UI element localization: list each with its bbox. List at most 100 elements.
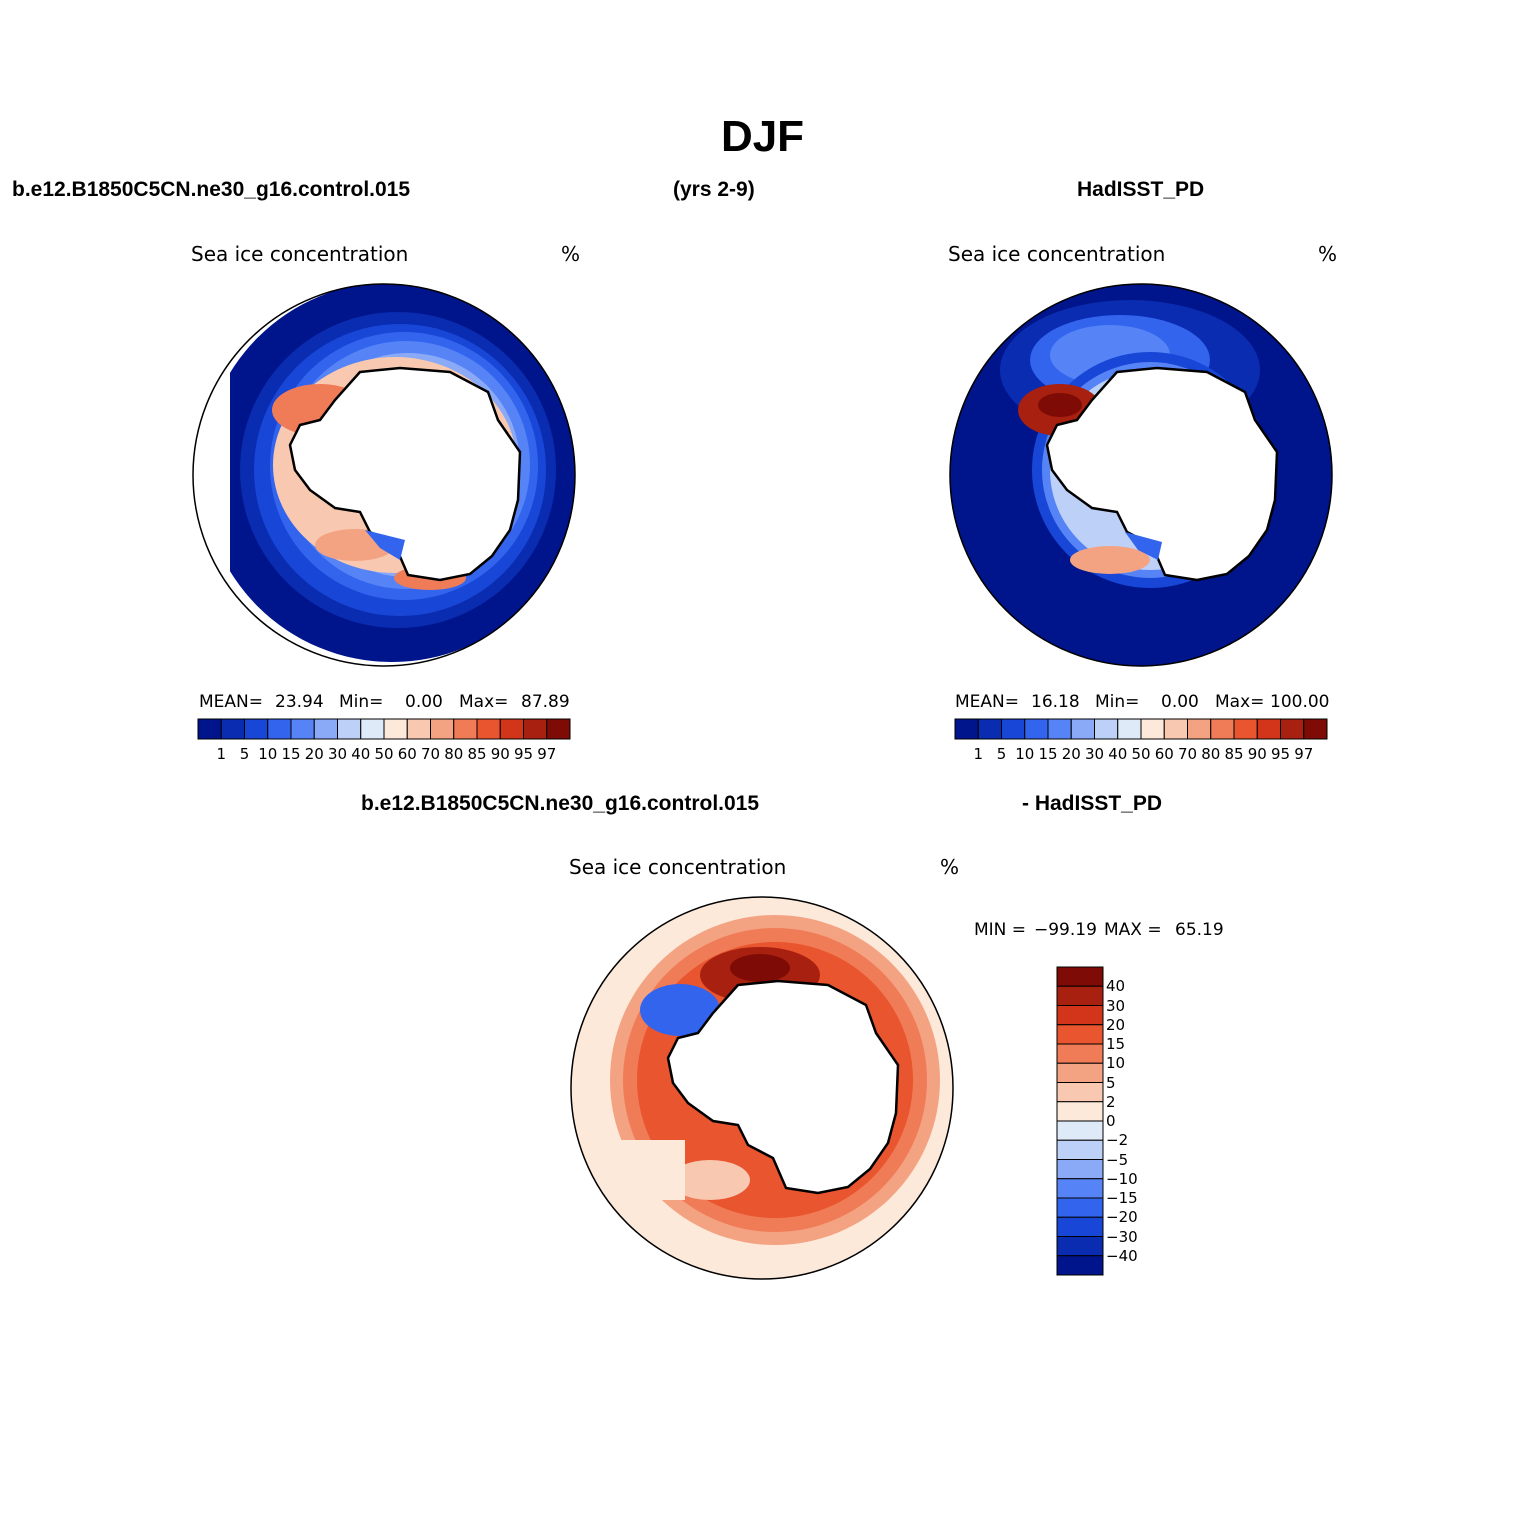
colorbar-swatch xyxy=(430,718,455,740)
colorbar-swatch xyxy=(1256,718,1281,740)
colorbar-swatch xyxy=(267,718,292,740)
colorbar-swatch xyxy=(977,718,1002,740)
colorbar-tick-label: 60 xyxy=(1154,745,1174,763)
colorbar-swatch xyxy=(1056,1082,1104,1103)
colorbar-tick-label: 90 xyxy=(490,745,510,763)
colorbar-swatch xyxy=(1056,966,1104,987)
model-map-boundary xyxy=(192,283,576,667)
colorbar-tick-label: 70 xyxy=(420,745,441,763)
observed-panel-title: Sea ice concentration xyxy=(948,242,1166,266)
colorbar-swatch xyxy=(1056,1159,1104,1180)
colorbar-swatch xyxy=(1303,718,1328,740)
observed-mean-label: MEAN= xyxy=(955,692,1019,712)
colorbar-swatch xyxy=(1056,985,1104,1006)
colorbar-tick-label: 80 xyxy=(444,745,464,763)
colorbar-swatch xyxy=(1140,718,1165,740)
colorbar-swatch xyxy=(1070,718,1095,740)
colorbar-swatch xyxy=(1056,1178,1104,1199)
colorbar-swatch xyxy=(337,718,362,740)
colorbar-swatch xyxy=(244,718,269,740)
colorbar-swatch xyxy=(197,718,222,740)
difference-case-header: b.e12.B1850C5CN.ne30_g16.control.015 xyxy=(361,792,760,815)
difference-max-value: 65.19 xyxy=(1175,920,1224,940)
colorbar-tick-label: 50 xyxy=(1131,745,1151,763)
colorbar-tick-label: 70 xyxy=(1177,745,1198,763)
colorbar-tick-label: 30 xyxy=(1106,996,1126,1015)
figure-title: DJF xyxy=(720,112,805,161)
observed-max-label: Max= xyxy=(1215,692,1265,712)
colorbar-tick-label: 30 xyxy=(327,745,348,763)
colorbar-swatch xyxy=(1056,1236,1104,1257)
colorbar-tick-label: 97 xyxy=(537,745,557,763)
colorbar-swatch xyxy=(954,718,979,740)
colorbar-swatch xyxy=(499,718,524,740)
colorbar-tick-label: −10 xyxy=(1106,1169,1138,1188)
years-header: (yrs 2-9) xyxy=(673,178,755,201)
model-min-label: Min= xyxy=(339,692,384,712)
colorbar-tick-label: 30 xyxy=(1084,745,1105,763)
difference-reference-header: - HadISST_PD xyxy=(1022,792,1163,815)
colorbar-tick-label: 5 xyxy=(239,745,250,763)
difference-map xyxy=(571,897,953,1279)
colorbar-tick-label: 0 xyxy=(1106,1112,1116,1130)
colorbar-swatch xyxy=(1280,718,1305,740)
model-mean-value: 23.94 xyxy=(275,692,324,712)
colorbar-swatch xyxy=(453,718,478,740)
colorbar-tick-label: 20 xyxy=(304,745,324,763)
colorbar-tick-label: 5 xyxy=(1106,1073,1116,1092)
colorbar-swatch xyxy=(1024,718,1049,740)
colorbar-tick-label: 20 xyxy=(1061,745,1081,763)
colorbar-tick-label: 95 xyxy=(1270,745,1291,763)
colorbar-tick-label: 15 xyxy=(1038,745,1058,763)
difference-min-value: −99.19 xyxy=(1034,920,1097,940)
colorbar-swatch xyxy=(1056,1216,1104,1237)
colorbar-swatch xyxy=(1056,1062,1104,1083)
observed-min-label: Min= xyxy=(1095,692,1140,712)
colorbar-tick-label: 10 xyxy=(258,745,278,763)
colorbar-tick-label: 60 xyxy=(397,745,417,763)
colorbar-tick-label: −30 xyxy=(1106,1227,1138,1246)
colorbar-tick-label: 10 xyxy=(1015,745,1035,763)
colorbar-swatch xyxy=(1056,1101,1104,1122)
model-min-value: 0.00 xyxy=(405,692,443,712)
colorbar-swatch xyxy=(290,718,315,740)
colorbar-tick-label: 80 xyxy=(1201,745,1221,763)
colorbar-swatch xyxy=(406,718,431,740)
difference-max-label: MAX = xyxy=(1104,920,1162,940)
observed-map xyxy=(950,284,1332,666)
observed-map-boundary xyxy=(949,283,1333,667)
colorbar-tick-label: 10 xyxy=(1106,1054,1126,1073)
colorbar-swatch xyxy=(1210,718,1235,740)
observed-mean-value: 16.18 xyxy=(1031,692,1080,712)
colorbar-tick-label: 85 xyxy=(1224,745,1244,763)
colorbar-tick-label: 50 xyxy=(374,745,394,763)
difference-panel-units: % xyxy=(940,855,960,879)
colorbar-swatch xyxy=(1056,1120,1104,1141)
colorbar-swatch xyxy=(1187,718,1212,740)
colorbar-swatch xyxy=(1056,1139,1104,1160)
colorbar-swatch xyxy=(1001,718,1026,740)
colorbar-swatch xyxy=(476,718,501,740)
colorbar-tick-label: 15 xyxy=(281,745,301,763)
colorbar-tick-label: 15 xyxy=(1106,1035,1126,1053)
case-name-header: b.e12.B1850C5CN.ne30_g16.control.015 xyxy=(12,178,411,201)
model-max-value: 87.89 xyxy=(521,692,570,712)
colorbar-tick-label: 97 xyxy=(1294,745,1314,763)
observed-min-value: 0.00 xyxy=(1161,692,1199,712)
colorbar-swatch xyxy=(360,718,385,740)
colorbar-tick-label: 85 xyxy=(467,745,487,763)
colorbar-tick-label: 2 xyxy=(1106,1092,1116,1111)
colorbar-tick-label: 40 xyxy=(1108,745,1128,763)
difference-min-label: MIN = xyxy=(974,920,1027,940)
colorbar-tick-label: 90 xyxy=(1247,745,1267,763)
colorbar-swatch xyxy=(1056,1255,1104,1276)
observed-max-value: 100.00 xyxy=(1270,692,1330,712)
colorbar-swatch xyxy=(1056,1197,1104,1218)
difference-map-boundary xyxy=(570,896,954,1280)
colorbar-swatch xyxy=(1047,718,1072,740)
colorbar-swatch xyxy=(383,718,408,740)
reference-name-header: HadISST_PD xyxy=(1077,178,1205,201)
colorbar-tick-label: −2 xyxy=(1106,1131,1129,1150)
model-max-label: Max= xyxy=(459,692,509,712)
